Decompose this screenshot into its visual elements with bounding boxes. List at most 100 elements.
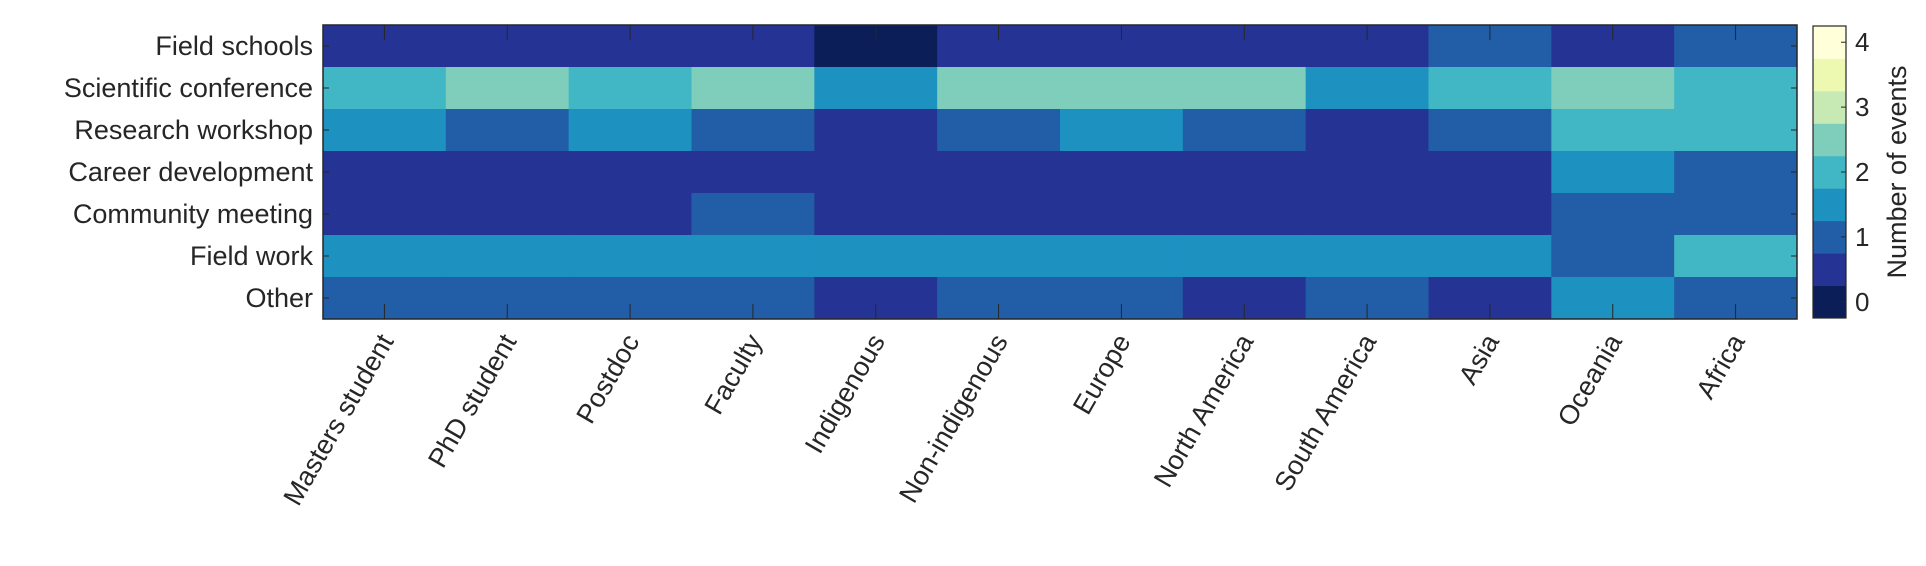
colorbar-tick-label: 0 xyxy=(1855,287,1869,317)
heatmap-cell xyxy=(1060,67,1184,110)
colorbar-band xyxy=(1813,58,1846,92)
heatmap-cell xyxy=(323,193,447,236)
x-tick-label: Indigenous xyxy=(799,329,891,458)
heatmap-cell xyxy=(814,151,938,194)
x-tick-label: Postdoc xyxy=(571,329,646,428)
heatmap-cell xyxy=(445,109,570,152)
x-tick-label: Oceania xyxy=(1552,328,1629,431)
x-tick-label: Africa xyxy=(1690,328,1751,404)
heatmap-cell xyxy=(445,235,570,278)
heatmap-cell xyxy=(1674,235,1798,278)
heatmap-cell xyxy=(568,67,692,110)
heatmap-cell xyxy=(323,235,447,278)
x-tick-label: Faculty xyxy=(699,329,769,420)
axis-ticks xyxy=(323,25,1797,319)
heatmap-cell xyxy=(1060,193,1184,236)
plot-frame xyxy=(322,24,1798,320)
heatmap-cell xyxy=(937,151,1061,194)
heatmap-cell xyxy=(568,109,692,152)
heatmap-cell xyxy=(323,151,447,194)
heatmap-cell xyxy=(323,67,447,110)
heatmap-cell xyxy=(445,151,570,194)
x-tick-label: South America xyxy=(1269,328,1383,496)
heatmap-cell xyxy=(814,67,938,110)
heatmap-cell xyxy=(1428,109,1552,152)
y-axis-labels: Field schools Scientific conference Resear… xyxy=(64,31,314,313)
heatmap-cell xyxy=(1428,193,1552,236)
colorbar-band xyxy=(1813,285,1846,319)
heatmap-cell xyxy=(691,109,815,152)
heatmap-cell xyxy=(1428,235,1552,278)
heatmap-cell xyxy=(814,109,938,152)
heatmap-cell xyxy=(691,235,815,278)
heatmap-cell xyxy=(1305,235,1429,278)
heatmap-cell xyxy=(1674,109,1798,152)
heatmap-cell xyxy=(1674,67,1798,110)
heatmap-cell xyxy=(323,109,447,152)
heatmap-cell xyxy=(814,193,938,236)
colorbar-tick-label: 4 xyxy=(1855,27,1869,57)
heatmap-cell xyxy=(814,235,938,278)
colorbar-band xyxy=(1813,26,1846,59)
colorbar-band xyxy=(1813,155,1846,189)
heatmap-cell xyxy=(1305,193,1429,236)
heatmap-cell xyxy=(1551,67,1675,110)
x-axis-labels: Masters student PhD student Postdoc Faculty… xyxy=(278,328,1752,510)
heatmap-cell xyxy=(1305,109,1429,152)
heatmap-cell xyxy=(1305,151,1429,194)
y-tick-label: Research workshop xyxy=(74,115,313,145)
x-tick-label: Europe xyxy=(1067,329,1137,419)
heatmap-cell xyxy=(568,235,692,278)
heatmap-cell xyxy=(568,193,692,236)
colorbar: 0 1 2 3 4 xyxy=(1812,25,1869,319)
heatmap-cell xyxy=(691,151,815,194)
heatmap-cell xyxy=(1551,109,1675,152)
heatmap-cell xyxy=(937,67,1061,110)
colorbar-label: Number of events xyxy=(1882,65,1912,278)
heatmap-cell xyxy=(1551,151,1675,194)
y-tick-label: Career development xyxy=(68,157,313,187)
heatmap-cell xyxy=(691,67,815,110)
heatmap-cell xyxy=(937,193,1061,236)
heatmap-cell xyxy=(1182,67,1307,110)
colorbar-tick-label: 1 xyxy=(1855,222,1869,252)
x-tick-label: North America xyxy=(1148,328,1260,492)
heatmap-cell xyxy=(445,193,570,236)
heatmap-cell xyxy=(1674,151,1798,194)
y-tick-label: Field work xyxy=(190,241,314,271)
heatmap-cell xyxy=(1551,235,1675,278)
y-tick-label: Scientific conference xyxy=(64,73,313,103)
heatmap-cell xyxy=(1182,235,1307,278)
heatmap-cell xyxy=(1428,151,1552,194)
colorbar-band xyxy=(1813,220,1846,254)
colorbar-band xyxy=(1813,90,1846,124)
colorbar-band xyxy=(1813,123,1846,157)
heatmap-cell xyxy=(1674,193,1798,236)
heatmap-cell xyxy=(445,67,570,110)
x-tick-label: Non-indigenous xyxy=(893,329,1014,508)
y-tick-label: Other xyxy=(245,283,313,313)
heatmap-cell xyxy=(937,109,1061,152)
colorbar-band xyxy=(1813,253,1846,287)
heatmap-cell xyxy=(1060,151,1184,194)
heatmap-cell xyxy=(1060,235,1184,278)
heatmap-cell xyxy=(691,193,815,236)
x-tick-label: Asia xyxy=(1453,328,1506,389)
heatmap-cell xyxy=(937,235,1061,278)
heatmap-cell xyxy=(1182,151,1307,194)
heatmap-cells xyxy=(323,25,1798,320)
heatmap-cell xyxy=(1551,193,1675,236)
x-tick-label: Masters student xyxy=(278,329,400,511)
x-tick-label: PhD student xyxy=(422,329,523,473)
heatmap-cell xyxy=(1305,67,1429,110)
colorbar-tick-label: 2 xyxy=(1855,157,1869,187)
y-tick-label: Community meeting xyxy=(73,199,313,229)
y-tick-label: Field schools xyxy=(155,31,313,61)
heatmap-cell xyxy=(1182,193,1307,236)
colorbar-tick-label: 3 xyxy=(1855,92,1869,122)
heatmap-cell xyxy=(568,151,692,194)
colorbar-band xyxy=(1813,188,1846,222)
heatmap-cell xyxy=(1182,109,1307,152)
heatmap-cell xyxy=(1428,67,1552,110)
